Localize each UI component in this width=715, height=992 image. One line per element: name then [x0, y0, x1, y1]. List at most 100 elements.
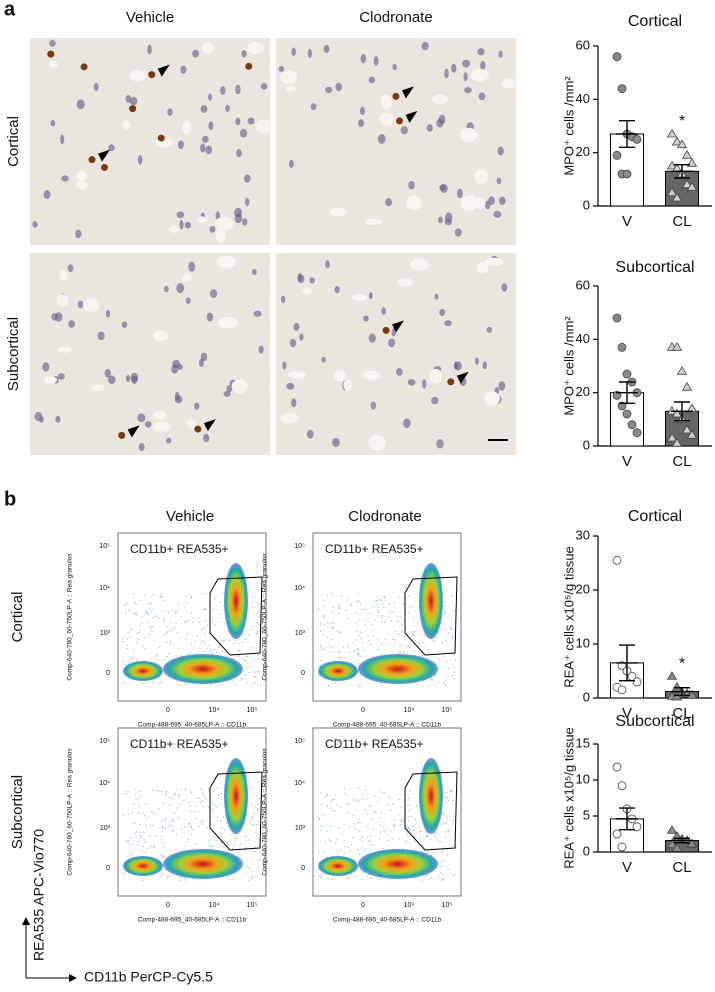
event	[394, 642, 396, 644]
nucleus	[208, 121, 214, 131]
y-tick-label: 20	[576, 581, 590, 596]
vacuole	[431, 94, 449, 104]
event	[416, 805, 418, 807]
event	[385, 600, 387, 602]
data-point	[612, 313, 622, 323]
event	[244, 847, 246, 849]
event	[364, 623, 366, 626]
event	[370, 844, 372, 846]
event	[343, 824, 345, 826]
event	[132, 593, 135, 595]
event	[156, 653, 158, 655]
event	[338, 604, 340, 606]
event	[245, 655, 248, 658]
event	[373, 844, 375, 847]
event	[438, 668, 440, 671]
event	[152, 608, 154, 610]
event	[161, 830, 163, 832]
event	[332, 595, 334, 597]
event	[415, 639, 417, 642]
event	[244, 835, 247, 838]
nucleus	[499, 196, 506, 205]
event	[220, 683, 222, 685]
event	[434, 832, 436, 834]
y-tick-label: 10³	[295, 630, 306, 637]
event	[383, 595, 385, 597]
event	[357, 787, 360, 789]
event	[129, 837, 132, 839]
nucleus	[125, 375, 131, 383]
event	[153, 812, 156, 815]
event	[204, 633, 206, 635]
y-tick-label: 15	[576, 735, 590, 750]
event	[319, 650, 321, 652]
nucleus	[478, 92, 486, 101]
event	[362, 850, 365, 852]
nucleus	[108, 144, 115, 152]
event	[358, 663, 360, 665]
event	[249, 666, 251, 668]
event	[408, 827, 410, 829]
vacuole	[285, 85, 296, 92]
event	[149, 625, 151, 627]
event	[139, 624, 142, 627]
y-axis-label: REA⁺ cells x10⁵/g tissue	[561, 727, 576, 869]
event	[148, 602, 151, 605]
event	[382, 615, 384, 617]
event	[163, 846, 166, 849]
event	[234, 639, 237, 642]
event	[191, 827, 193, 829]
event	[123, 872, 125, 874]
nucleus	[50, 119, 56, 127]
event	[400, 616, 402, 618]
event	[130, 854, 132, 856]
event	[377, 800, 379, 802]
nucleus	[426, 124, 433, 132]
event	[388, 796, 390, 798]
data-point	[671, 681, 683, 691]
density	[163, 654, 243, 684]
event	[137, 812, 139, 815]
event	[211, 652, 213, 655]
event	[134, 601, 136, 603]
nucleus	[93, 82, 99, 92]
event	[255, 831, 257, 833]
event	[352, 815, 354, 817]
event	[398, 814, 400, 816]
event	[373, 811, 376, 813]
event	[326, 636, 328, 638]
nucleus	[107, 375, 116, 385]
event	[371, 818, 373, 820]
data-point	[671, 830, 683, 840]
event	[380, 831, 382, 833]
nucleus	[180, 65, 187, 74]
event	[207, 644, 209, 646]
mpo-cell	[396, 117, 404, 125]
event	[253, 595, 255, 598]
event	[171, 628, 173, 630]
event	[376, 609, 378, 611]
event	[151, 810, 153, 812]
row-title: Subcortical	[9, 775, 26, 849]
nucleus	[97, 331, 105, 341]
event	[188, 801, 190, 803]
event	[331, 639, 334, 641]
vacuole	[280, 70, 298, 84]
event	[243, 674, 246, 676]
column-title: Vehicle	[166, 508, 214, 525]
data-point	[632, 677, 642, 687]
event	[337, 850, 339, 852]
event	[367, 825, 369, 828]
nucleus	[55, 415, 61, 423]
event	[414, 630, 416, 633]
event	[162, 609, 164, 611]
event	[211, 810, 213, 812]
event	[398, 799, 400, 801]
event	[208, 806, 210, 808]
event	[250, 628, 252, 631]
event	[445, 629, 447, 631]
nucleus	[439, 308, 446, 317]
event	[216, 651, 218, 654]
nucleus	[176, 283, 185, 294]
event	[164, 621, 166, 623]
